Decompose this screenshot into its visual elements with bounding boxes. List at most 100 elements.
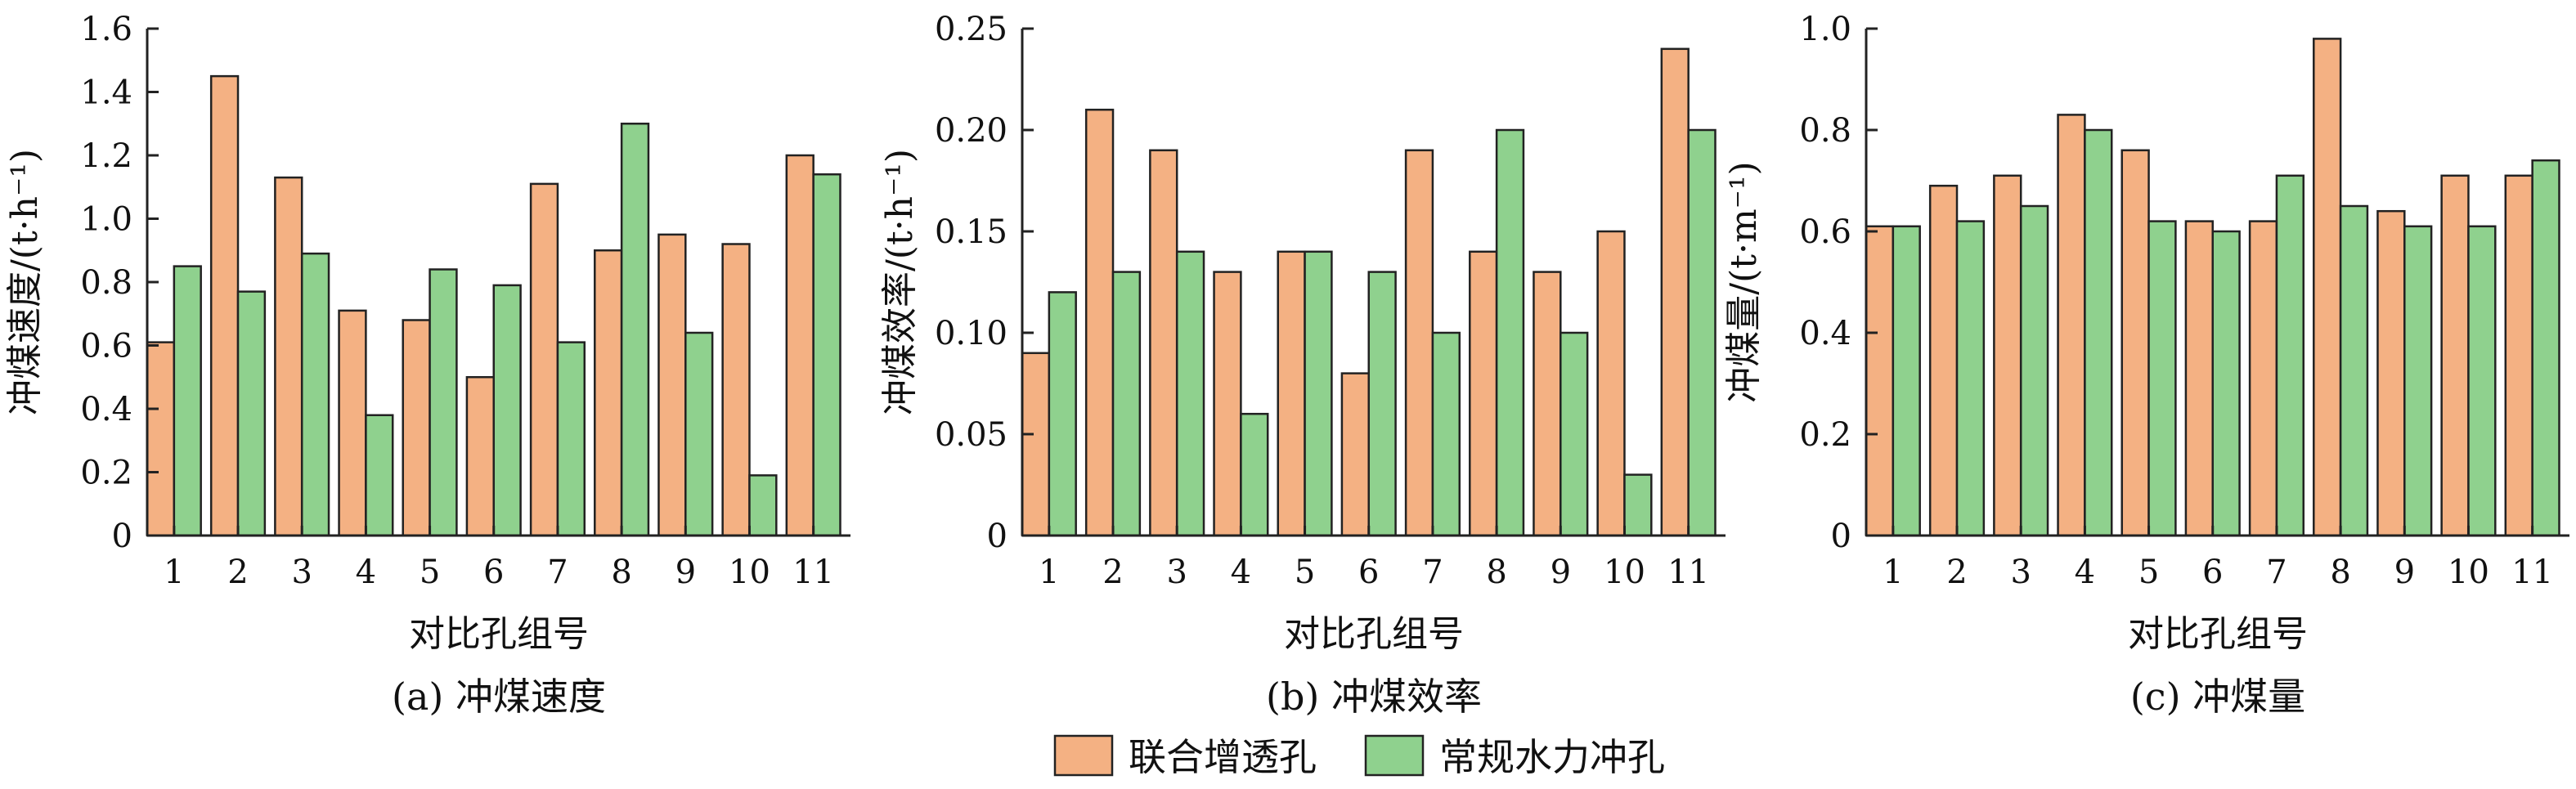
- x-tick-label: 4: [356, 554, 376, 591]
- chart-panel-3: 0 0.2 0.4 0.6 0.8 1.0 1 2 3 4 5 6 7 8 9 10 11 对比孔组号 (c) 冲煤…: [1723, 11, 2569, 719]
- bar-joint-7: [529, 182, 559, 537]
- x-tick-label: 9: [1551, 554, 1571, 591]
- x-tick-label: 4: [2075, 554, 2095, 591]
- x-tick-label: 8: [611, 554, 631, 591]
- bar-conventional-2: [236, 290, 267, 537]
- bar-joint-2: [1084, 108, 1115, 537]
- x-tick-label: 2: [1102, 554, 1123, 591]
- y-tick-label: 0: [112, 518, 132, 555]
- legend-swatch-joint: [1053, 734, 1114, 777]
- bar-joint-10: [1596, 230, 1626, 537]
- x-tick-label: 7: [2266, 554, 2287, 591]
- x-tick-label: 9: [2394, 554, 2415, 591]
- bar-conventional-10: [1623, 473, 1653, 537]
- y-tick-label: 0: [1831, 518, 1851, 555]
- bar-conventional-9: [684, 331, 714, 537]
- bar-conventional-8: [2339, 204, 2369, 537]
- bar-joint-2: [209, 74, 240, 537]
- x-tick-label: 5: [420, 554, 440, 591]
- bar-joint-4: [338, 309, 367, 537]
- y-tick-label: 0.2: [1799, 416, 1851, 454]
- bar-joint-8: [594, 249, 623, 537]
- bar-joint-10: [2440, 174, 2470, 537]
- x-tick-label: 7: [547, 554, 568, 591]
- x-tick-label: 1: [1039, 554, 1059, 591]
- bar-joint-8: [2313, 38, 2342, 537]
- bar-conventional-11: [1687, 128, 1717, 537]
- y-tick-label: 1.0: [1799, 11, 1851, 48]
- bar-conventional-3: [2019, 204, 2049, 537]
- y-tick-label: 0.2: [80, 455, 132, 492]
- bar-conventional-4: [2084, 128, 2113, 537]
- y-axis-label: 冲煤效率/(t·h⁻¹): [879, 149, 921, 415]
- bar-joint-11: [2504, 174, 2533, 537]
- x-tick-label: 2: [227, 554, 248, 591]
- bar-joint-9: [1533, 271, 1562, 537]
- x-tick-label: 1: [164, 554, 184, 591]
- legend-label-joint: 联合增透孔: [1129, 735, 1317, 779]
- x-tick-label: 6: [483, 554, 504, 591]
- bar-joint-3: [1149, 149, 1178, 537]
- bar-conventional-3: [1175, 250, 1205, 537]
- bar-joint-4: [2057, 114, 2086, 537]
- y-tick-label: 0: [987, 518, 1008, 555]
- bar-conventional-6: [1367, 271, 1397, 537]
- bar-conventional-6: [492, 284, 522, 537]
- chart-panel-2: 0 0.05 0.10 0.15 0.20 0.25 1 2 3 4 5 6 7 8 9 10 11 对比孔组号 (…: [879, 11, 1726, 719]
- legend: 联合增透孔 常规水力冲孔: [1053, 734, 1665, 779]
- bar-joint-1: [146, 341, 176, 537]
- y-tick-label: 0.8: [1799, 112, 1851, 150]
- x-tick-label: 7: [1422, 554, 1443, 591]
- x-tick-label: 4: [1231, 554, 1251, 591]
- y-tick-label: 0.6: [80, 328, 132, 365]
- x-tick-label: 3: [1166, 554, 1187, 591]
- chart-caption: (a) 冲煤速度: [392, 675, 606, 719]
- y-tick-label: 0.8: [80, 264, 132, 302]
- bar-conventional-6: [2211, 230, 2241, 537]
- y-axis-label: 冲煤速度/(t·h⁻¹): [4, 149, 46, 415]
- x-tick-label: 5: [2138, 554, 2159, 591]
- y-tick-label: 0.4: [80, 391, 132, 428]
- y-tick-label: 1.0: [80, 201, 132, 239]
- x-tick-label: 3: [2010, 554, 2031, 591]
- x-tick-label: 11: [1667, 554, 1709, 591]
- bar-joint-10: [721, 243, 751, 537]
- bar-joint-7: [1404, 149, 1434, 537]
- y-tick-label: 0.15: [935, 213, 1008, 251]
- x-tick-label: 10: [2448, 554, 2489, 591]
- bar-conventional-1: [173, 265, 202, 537]
- bar-joint-11: [1660, 47, 1690, 537]
- x-tick-label: 8: [1486, 554, 1506, 591]
- bar-conventional-9: [1560, 331, 1589, 537]
- chart-caption: (b) 冲煤效率: [1266, 675, 1482, 719]
- bar-conventional-8: [620, 123, 650, 537]
- x-tick-label: 2: [1946, 554, 1967, 591]
- x-axis-label: 对比孔组号: [1284, 613, 1464, 655]
- chart-panels: 00.20.40.60.81.01.21.41.61 2 3 4 5 6 7 8 9 10 11对比…: [4, 11, 2569, 719]
- bar-conventional-7: [1431, 331, 1461, 537]
- y-axis-label: 冲煤量/(t·m⁻¹): [1723, 161, 1765, 402]
- bar-joint-2: [1928, 184, 1959, 537]
- y-tick-label: 0.20: [935, 112, 1008, 150]
- bar-joint-9: [657, 233, 687, 537]
- y-tick-label: 1.4: [80, 74, 132, 112]
- x-tick-label: 10: [1604, 554, 1645, 591]
- bar-joint-3: [1993, 174, 2022, 537]
- bar-joint-1: [1865, 225, 1895, 537]
- bar-conventional-11: [2531, 159, 2560, 537]
- x-axis-label: 对比孔组号: [2128, 613, 2308, 655]
- x-tick-label: 8: [2330, 554, 2350, 591]
- bar-conventional-8: [1495, 128, 1525, 537]
- y-tick-label: 1.6: [80, 11, 132, 48]
- legend-swatch-conventional: [1364, 734, 1425, 777]
- x-tick-label: 3: [291, 554, 312, 591]
- bar-conventional-3: [300, 252, 330, 537]
- bar-joint-6: [1340, 372, 1370, 537]
- chart-caption: (c) 冲煤量: [2130, 675, 2305, 719]
- x-tick-label: 6: [1358, 554, 1379, 591]
- bar-joint-6: [2184, 220, 2214, 537]
- bar-conventional-10: [748, 474, 778, 537]
- y-tick-label: 0.05: [935, 416, 1008, 454]
- bar-joint-5: [1277, 250, 1306, 537]
